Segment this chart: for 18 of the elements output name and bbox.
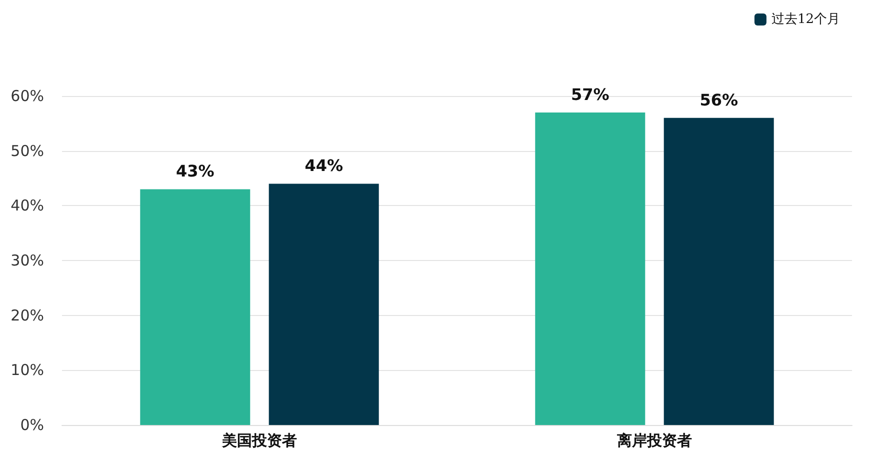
y-tick-label: 0% [20,416,44,434]
y-tick-label: 30% [10,252,44,270]
bar [140,189,250,425]
data-label: 43% [176,162,214,181]
data-label: 56% [700,90,738,110]
legend-label: 过去12个月 [771,12,840,27]
x-tick-label: 美国投资者 [221,432,297,450]
bar [535,112,646,425]
data-label: 44% [304,156,343,176]
bar [268,184,379,425]
y-tick-label: 20% [10,306,44,324]
x-tick-label: 离岸投资者 [616,432,692,450]
bar [664,118,774,425]
y-tick-label: 60% [10,87,44,105]
data-label: 57% [571,84,610,104]
y-tick-label: 10% [10,361,44,380]
y-tick-label: 40% [10,196,44,215]
y-tick-label: 50% [10,142,44,160]
